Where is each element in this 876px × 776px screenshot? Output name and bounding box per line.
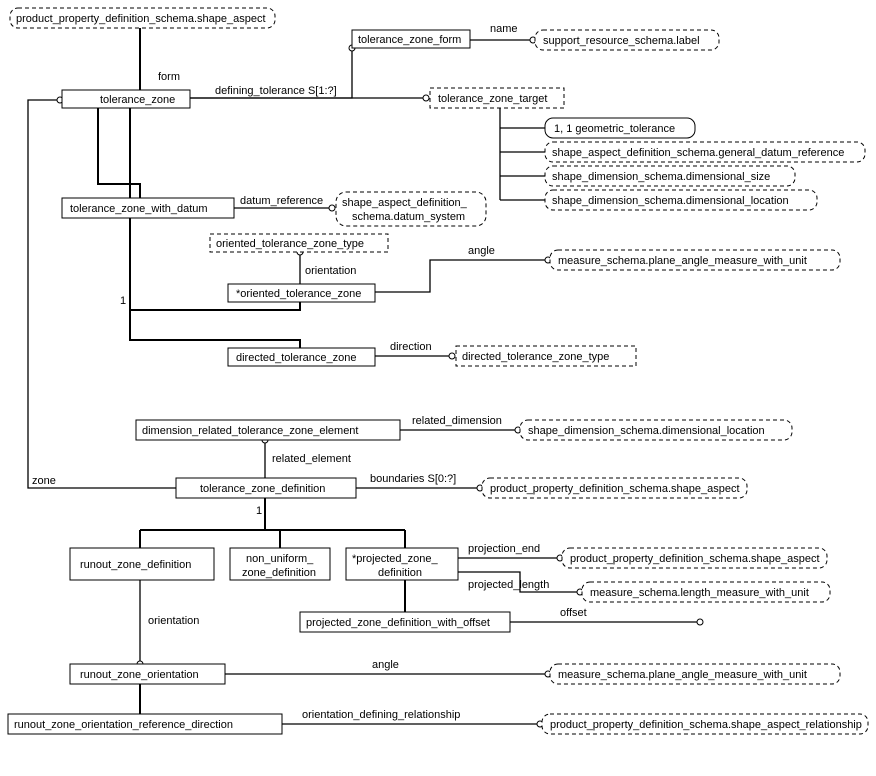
node-non-uniform-zd: non_uniform_ zone_definition [230, 548, 330, 580]
svg-text:shape_aspect_definition_schema: shape_aspect_definition_schema.general_d… [552, 147, 844, 159]
node-dim-size: shape_dimension_schema.dimensional_size [545, 166, 795, 186]
svg-text:zone_definition: zone_definition [242, 567, 316, 579]
node-dim-loc-2: shape_dimension_schema.dimensional_locat… [520, 420, 792, 440]
svg-text:tolerance_zone: tolerance_zone [100, 94, 175, 106]
edge-end-datumref [329, 205, 335, 211]
label-angle2: angle [372, 659, 399, 671]
node-oriented-tz-type: oriented_tolerance_zone_type [210, 234, 388, 252]
svg-text:runout_zone_definition: runout_zone_definition [80, 559, 191, 571]
node-shape-aspect-3: product_property_definition_schema.shape… [562, 548, 827, 568]
edge-end-deftol [423, 95, 429, 101]
label-relel: related_element [272, 453, 351, 465]
label-odr: orientation_defining_relationship [302, 709, 460, 721]
node-general-datum-ref: shape_aspect_definition_schema.general_d… [545, 142, 865, 162]
node-runout-zo-rd: runout_zone_orientation_reference_direct… [8, 714, 282, 734]
svg-text:tolerance_zone_definition: tolerance_zone_definition [200, 483, 325, 495]
label-name: name [490, 23, 518, 35]
edge-n19-subs [140, 498, 405, 548]
svg-text:*projected_zone_: *projected_zone_ [352, 553, 439, 565]
svg-text:measure_schema.plane_angle_mea: measure_schema.plane_angle_measure_with_… [558, 255, 807, 267]
label-form: form [158, 71, 180, 83]
node-directed-tz: directed_tolerance_zone [228, 348, 375, 366]
svg-text:schema.datum_system: schema.datum_system [352, 211, 465, 223]
svg-text:runout_zone_orientation_refere: runout_zone_orientation_reference_direct… [14, 719, 233, 731]
node-directed-tz-type: directed_tolerance_zone_type [456, 346, 636, 366]
svg-text:product_property_definition_sc: product_property_definition_schema.shape… [16, 13, 266, 25]
edge-n4-oriented [130, 108, 300, 348]
node-tolerance-zone: tolerance_zone [62, 90, 190, 108]
svg-text:tolerance_zone_with_datum: tolerance_zone_with_datum [70, 203, 208, 215]
node-length-measure: measure_schema.length_measure_with_unit [582, 582, 830, 602]
node-oriented-tz: *oriented_tolerance_zone [228, 284, 375, 302]
label-angle1: angle [468, 245, 495, 257]
node-shape-aspect-2: product_property_definition_schema.shape… [482, 478, 747, 498]
edge-angle1 [375, 260, 548, 292]
node-tz-with-datum: tolerance_zone_with_datum [62, 198, 234, 218]
svg-text:shape_dimension_schema.dimensi: shape_dimension_schema.dimensional_locat… [528, 425, 765, 437]
svg-text:measure_schema.length_measure_: measure_schema.length_measure_with_unit [590, 587, 809, 599]
svg-text:directed_tolerance_zone_type: directed_tolerance_zone_type [462, 351, 609, 363]
svg-text:non_uniform_: non_uniform_ [246, 553, 314, 565]
label-one: 1 [120, 295, 126, 307]
label-orient2: orientation [148, 615, 199, 627]
node-shape-aspect-rel: product_property_definition_schema.shape… [542, 714, 868, 734]
node-dim-related-tze: dimension_related_tolerance_zone_element [136, 420, 400, 440]
node-projected-zd-offset: projected_zone_definition_with_offset [300, 612, 510, 632]
node-datum-system: shape_aspect_definition_ schema.datum_sy… [336, 192, 486, 226]
node-runout-zo: runout_zone_orientation [70, 664, 225, 684]
svg-text:product_property_definition_sc: product_property_definition_schema.shape… [490, 483, 740, 495]
label-deftol: defining_tolerance S[1:?] [215, 85, 337, 97]
svg-text:projected_zone_definition_with: projected_zone_definition_with_offset [306, 617, 490, 629]
label-zone: zone [32, 475, 56, 487]
svg-text:dimension_related_tolerance_zo: dimension_related_tolerance_zone_element [142, 425, 358, 437]
svg-text:1, 1 geometric_tolerance: 1, 1 geometric_tolerance [554, 123, 675, 135]
svg-text:directed_tolerance_zone: directed_tolerance_zone [236, 352, 356, 364]
node-runout-zd: runout_zone_definition [70, 548, 214, 580]
label-projend: projection_end [468, 543, 540, 555]
svg-text:product_property_definition_sc: product_property_definition_schema.shape… [570, 553, 820, 565]
node-support-label: support_resource_schema.label [535, 30, 719, 50]
svg-text:tolerance_zone_form: tolerance_zone_form [358, 34, 461, 46]
edge-target-fan [500, 108, 545, 200]
node-shape-aspect-top: product_property_definition_schema.shape… [10, 8, 275, 28]
svg-text:*oriented_tolerance_zone: *oriented_tolerance_zone [236, 288, 361, 300]
svg-text:definition: definition [378, 567, 422, 579]
node-tolerance-zone-form: tolerance_zone_form [352, 30, 470, 48]
label-one2: 1 [256, 505, 262, 517]
svg-text:oriented_tolerance_zone_type: oriented_tolerance_zone_type [216, 238, 364, 250]
label-reldim: related_dimension [412, 415, 502, 427]
label-bounds: boundaries S[0:?] [370, 473, 456, 485]
svg-text:shape_dimension_schema.dimensi: shape_dimension_schema.dimensional_size [552, 171, 770, 183]
svg-text:tolerance_zone_target: tolerance_zone_target [438, 93, 547, 105]
label-projlen: projected_length [468, 579, 549, 591]
label-direction: direction [390, 341, 432, 353]
node-tz-definition: tolerance_zone_definition [176, 478, 356, 498]
node-plane-angle-1: measure_schema.plane_angle_measure_with_… [550, 250, 840, 270]
node-tolerance-zone-target: tolerance_zone_target [430, 88, 564, 108]
edge-end-direction [449, 353, 455, 359]
svg-text:measure_schema.plane_angle_mea: measure_schema.plane_angle_measure_with_… [558, 669, 807, 681]
svg-text:product_property_definition_sc: product_property_definition_schema.shape… [550, 719, 862, 731]
label-datumref: datum_reference [240, 195, 323, 207]
node-dim-loc: shape_dimension_schema.dimensional_locat… [545, 190, 817, 210]
svg-text:shape_dimension_schema.dimensi: shape_dimension_schema.dimensional_locat… [552, 195, 789, 207]
express-g-diagram: form name defining_tolerance S[1:?] datu… [0, 0, 876, 776]
edge-end-offset [697, 619, 703, 625]
node-plane-angle-2: measure_schema.plane_angle_measure_with_… [550, 664, 840, 684]
label-offset: offset [560, 607, 587, 619]
svg-text:shape_aspect_definition_: shape_aspect_definition_ [342, 197, 468, 209]
svg-text:support_resource_schema.label: support_resource_schema.label [543, 35, 700, 47]
svg-text:runout_zone_orientation: runout_zone_orientation [80, 669, 199, 681]
node-geom-tol: 1, 1 geometric_tolerance [545, 118, 695, 138]
edge-n4-n10 [98, 108, 140, 198]
node-projected-zd: *projected_zone_ definition [346, 548, 458, 580]
label-orient: orientation [305, 265, 356, 277]
